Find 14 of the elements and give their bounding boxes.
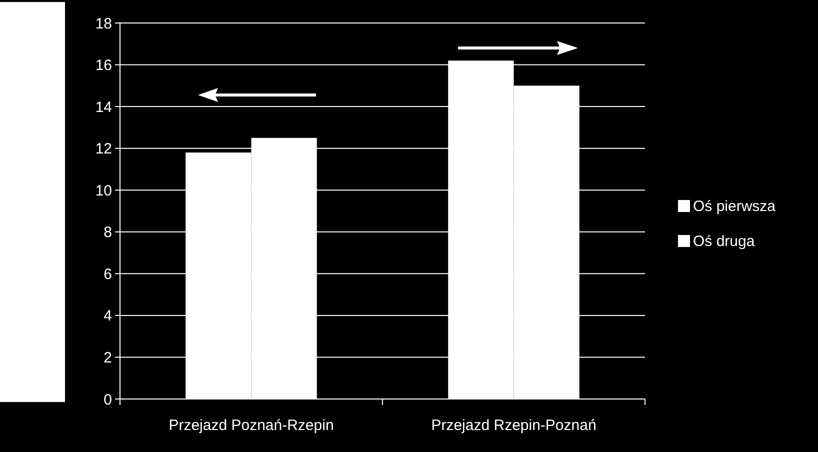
y-tick-label: 14 [95,98,112,116]
y-tick-label: 4 [104,308,112,325]
y-tick-label: 8 [104,224,112,242]
x-tick-label: Przejazd Poznań-Rzepin [168,417,334,434]
y-tick-label: 10 [95,182,112,200]
y-tick-label: 12 [95,140,112,158]
x-tick-label: Przejazd Rzepin-Poznań [431,417,596,434]
legend-label: Oś pierwsza [693,198,776,215]
y-tick-label: 2 [104,349,112,366]
legend-label: Oś druga [693,233,756,250]
y-tick-label: 16 [95,57,112,74]
y-tick-label: 0 [104,391,112,408]
y-tick-label: 6 [104,266,112,283]
y-tick-label: 18 [95,15,112,32]
